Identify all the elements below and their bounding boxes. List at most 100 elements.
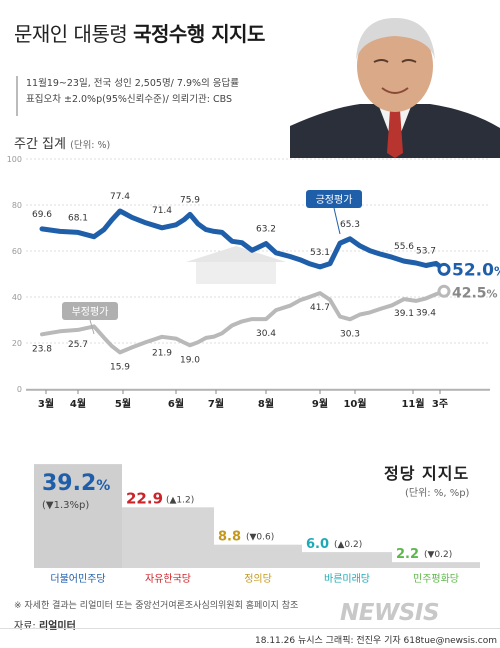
weekly-unit: (단위: %) — [70, 140, 111, 151]
party-value: 8.8 — [218, 530, 241, 545]
survey-info: 11월19~23일, 전국 성인 2,505명/ 7.9%의 응답률 표집오차 … — [16, 76, 276, 116]
y-tick-label: 60 — [12, 247, 22, 256]
final-value-unit: % — [487, 287, 498, 300]
data-label: 41.7 — [310, 303, 330, 313]
party-bar — [122, 507, 214, 568]
watermark-building — [196, 262, 276, 284]
series-line-negative — [40, 289, 446, 355]
chart-title: 문재인 대통령 국정수행 지지도 — [14, 18, 265, 47]
party-name: 자유한국당 — [145, 573, 191, 585]
y-tick-label: 100 — [7, 155, 22, 164]
y-tick-label: 40 — [12, 293, 22, 302]
data-label: 30.4 — [256, 329, 276, 339]
president-photo — [290, 18, 500, 158]
hair-shape — [356, 18, 435, 60]
legend-positive-label: 긍정평가 — [316, 194, 353, 206]
data-label: 75.9 — [180, 195, 200, 205]
party-name: 바른미래당 — [324, 573, 370, 585]
smile-shape — [381, 87, 409, 94]
data-label: 39.1 — [394, 309, 414, 319]
party-value-unit: % — [96, 478, 110, 494]
legend-positive-pointer — [333, 207, 341, 235]
final-value-number: 52.0 — [452, 260, 494, 280]
weekly-label: 주간 집계 — [14, 137, 66, 152]
data-label: 71.4 — [152, 206, 172, 216]
party-value: 22.9 — [126, 489, 163, 507]
data-label: 25.7 — [68, 340, 88, 350]
x-tick-label: 8월 — [258, 398, 274, 410]
x-tick-label: 3월 — [38, 398, 54, 410]
data-label: 15.9 — [110, 362, 130, 372]
y-tick-label: 20 — [12, 339, 22, 348]
party-bar — [392, 562, 480, 568]
weekly-title: 주간 집계 (단위: %) — [14, 133, 110, 152]
final-value-number: 42.5 — [452, 285, 487, 301]
title-bold: 국정수행 지지도 — [133, 22, 265, 46]
source: 자료: 리얼미터 — [14, 617, 76, 632]
data-label: 55.6 — [394, 242, 414, 252]
party-change: (▼0.6) — [246, 533, 274, 543]
party-change: (▲0.2) — [334, 540, 362, 550]
x-tick-label: 5월 — [115, 398, 131, 410]
party-change: (▼1.3%p) — [42, 500, 89, 511]
survey-line-2: 표집오차 ±2.0%p(95%신뢰수준)/ 의뢰기관: CBS — [26, 94, 233, 105]
footer-divider — [0, 628, 500, 629]
eye-right-shape — [401, 59, 417, 63]
final-value-unit: % — [494, 264, 500, 278]
party-chart-unit: (단위: %, %p) — [405, 488, 470, 499]
final-value-label: 52.0% — [452, 260, 500, 280]
legend-positive-box — [306, 190, 362, 208]
party-chart-title: 정당 지지도 — [384, 464, 470, 483]
face-shape — [357, 20, 433, 112]
title-plain: 문재인 대통령 — [14, 22, 134, 46]
data-label: 53.1 — [310, 248, 330, 258]
party-value: 2.2 — [396, 547, 419, 562]
eye-left-shape — [373, 59, 389, 63]
party-value: 39.2% — [42, 471, 110, 496]
data-label: 63.2 — [256, 225, 276, 235]
legend-negative-box — [62, 302, 118, 320]
data-label: 53.7 — [416, 246, 436, 256]
watermark — [186, 246, 286, 284]
data-label: 39.4 — [416, 308, 436, 318]
tie-shape — [387, 110, 403, 158]
legend-negative-label: 부정평가 — [72, 306, 109, 318]
party-bar — [34, 464, 122, 568]
x-tick-label: 9월 — [312, 398, 328, 410]
data-label: 69.6 — [32, 210, 52, 220]
newsis-logo: NEWSIS — [340, 600, 440, 626]
line-chart: 0 20 40 60 80 100 69.6 68.1 77.4 71.4 75.9 63.2 53.… — [7, 155, 500, 410]
legend-negative-pointer — [89, 319, 95, 335]
x-tick-label: 4월 — [70, 398, 86, 410]
party-name: 더불어민주당 — [50, 573, 105, 585]
data-label: 23.8 — [32, 344, 52, 354]
data-label: 30.3 — [340, 329, 360, 339]
data-label: 19.0 — [180, 355, 200, 365]
x-tick-label: 10월 — [343, 398, 366, 410]
source-name: 리얼미터 — [38, 621, 76, 632]
data-label: 65.3 — [340, 220, 360, 230]
watermark-roof — [186, 246, 286, 262]
party-value: 6.0 — [306, 537, 329, 552]
source-label: 자료: — [14, 621, 36, 632]
series-line-positive — [39, 208, 447, 272]
x-tick-label: 7월 — [208, 398, 224, 410]
series-end-point — [437, 262, 451, 276]
bars-group: 더불어민주당 39.2% (▼1.3%p) 자유한국당 22.9 (▲1.2) 정의당 8.8… — [34, 464, 480, 585]
y-tick-label: 0 — [17, 385, 22, 394]
party-bar — [302, 552, 392, 568]
party-change: (▼0.2) — [424, 550, 452, 560]
data-labels: 69.6 68.1 77.4 71.4 75.9 63.2 53.1 65.3 55.6 53.7… — [32, 190, 500, 372]
party-name: 정의당 — [244, 573, 272, 585]
x-tick-label: 3주 — [432, 398, 448, 410]
survey-line-1: 11월19~23일, 전국 성인 2,505명/ 7.9%의 응답률 — [26, 78, 240, 89]
party-bar-chart: 더불어민주당 39.2% (▼1.3%p) 자유한국당 22.9 (▲1.2) 정의당 8.8… — [34, 464, 480, 585]
party-value-number: 39.2 — [42, 471, 96, 496]
data-label: 21.9 — [152, 349, 172, 359]
final-value-label: 42.5% — [452, 285, 498, 301]
grid: 0 20 40 60 80 100 — [7, 155, 490, 394]
x-tick-label: 6월 — [168, 398, 184, 410]
party-bar — [214, 544, 302, 568]
footnote: ※ 자세한 결과는 리얼미터 또는 중앙선거여론조사심의위원회 홈페이지 참조 — [14, 601, 299, 611]
party-name: 민주평화당 — [413, 573, 459, 585]
